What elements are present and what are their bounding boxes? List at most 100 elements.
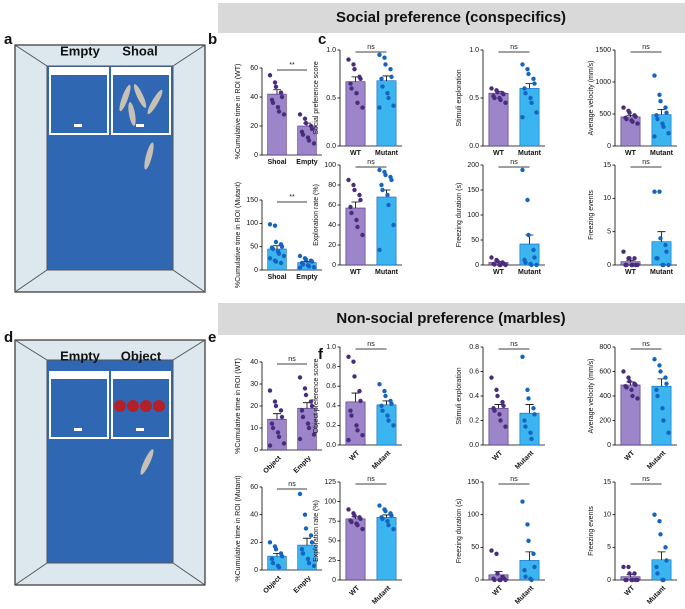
bar (651, 559, 672, 581)
y-tick-label: 0.0 (326, 442, 336, 449)
data-point (385, 192, 390, 198)
y-tick-label: 100 (467, 512, 479, 519)
data-point (498, 262, 503, 268)
data-point (655, 256, 660, 261)
data-point (308, 399, 314, 404)
y-axis-label: %Cumulative time in ROI (WT) (235, 64, 242, 160)
data-point (279, 553, 285, 559)
data-point (632, 256, 637, 261)
data-point (635, 577, 640, 583)
data-point (495, 258, 500, 264)
y-tick-label: 5 (607, 544, 611, 551)
data-point (305, 556, 311, 562)
y-tick-label: 50 (471, 237, 479, 244)
data-point (354, 91, 359, 96)
error-bar (303, 537, 311, 546)
data-point (531, 551, 536, 557)
data-point (354, 217, 359, 223)
data-point (658, 369, 663, 374)
data-point (652, 512, 657, 517)
data-point (626, 375, 631, 380)
data-point (495, 571, 500, 576)
data-point (299, 408, 305, 413)
data-point (632, 571, 637, 576)
x-tick-label: Object (262, 574, 283, 595)
y-tick-label: 50 (471, 544, 479, 551)
data-point (664, 381, 669, 386)
data-point (523, 574, 528, 579)
error-bar (382, 514, 391, 518)
y-tick-label: 1.0 (326, 47, 336, 54)
tank-label: Shoal (122, 43, 157, 58)
data-point (300, 551, 306, 556)
data-point (654, 113, 659, 118)
data-point (663, 375, 668, 380)
y-tick-label: 0.5 (469, 95, 479, 102)
panel-label: c (318, 31, 326, 48)
section-title: Non-social preference (marbles) (336, 310, 565, 327)
x-tick-label: Mutant (371, 584, 393, 606)
data-point (297, 436, 303, 442)
data-point (380, 84, 385, 89)
x-tick-label: Shoal (267, 274, 286, 281)
data-point (383, 172, 388, 178)
data-point (272, 399, 278, 404)
data-point (379, 182, 384, 188)
y-tick-label: 1.0 (469, 47, 479, 54)
y-tick-label: 100 (324, 498, 336, 505)
y-tick-label: 150 (467, 187, 479, 194)
data-point (273, 259, 279, 264)
significance-label: ns (642, 44, 650, 51)
data-point (531, 406, 536, 411)
error-bar (351, 201, 360, 208)
data-point (358, 398, 363, 404)
x-tick-label: WT (492, 449, 505, 462)
data-point (306, 425, 312, 431)
error-bar (657, 551, 666, 560)
data-point (635, 121, 640, 126)
data-point (278, 90, 284, 95)
section-bar (218, 303, 685, 335)
y-axis-label: Stimuli exploration (456, 69, 463, 126)
y-tick-label: 25 (328, 557, 336, 564)
data-point (630, 262, 635, 268)
data-point (520, 354, 525, 359)
data-point (522, 86, 527, 91)
data-point (348, 408, 353, 413)
data-point (311, 563, 317, 569)
data-point (391, 103, 396, 108)
y-tick-label: 0 (332, 262, 336, 269)
data-point (352, 374, 357, 379)
data-point (349, 519, 354, 525)
y-axis-label: Freezing duration (s) (456, 499, 463, 564)
data-point (360, 526, 365, 532)
data-point (355, 224, 360, 230)
bar (651, 241, 672, 266)
x-tick-label: WT (625, 269, 637, 276)
data-point (300, 414, 306, 420)
data-point (355, 100, 360, 106)
data-point (389, 513, 394, 518)
data-point (383, 393, 388, 399)
y-tick-label: 0 (254, 152, 258, 159)
data-point (664, 558, 669, 563)
data-point (385, 91, 390, 96)
data-point (389, 177, 394, 183)
data-point (520, 499, 525, 504)
data-point (349, 86, 354, 91)
y-tick-label: 0 (254, 267, 258, 274)
data-point (380, 187, 385, 193)
y-tick-label: 0.6 (469, 368, 479, 375)
data-point (270, 425, 276, 431)
x-tick-label: Empty (296, 274, 318, 281)
data-point (621, 369, 626, 374)
data-point (311, 141, 317, 146)
data-point (305, 421, 311, 426)
data-point (269, 421, 275, 426)
x-tick-label: Shoal (267, 159, 286, 166)
data-point (297, 491, 303, 497)
data-point (621, 564, 626, 570)
y-tick-label: 0.2 (469, 417, 479, 424)
data-point (297, 112, 303, 117)
y-tick-label: 0.4 (469, 393, 479, 400)
